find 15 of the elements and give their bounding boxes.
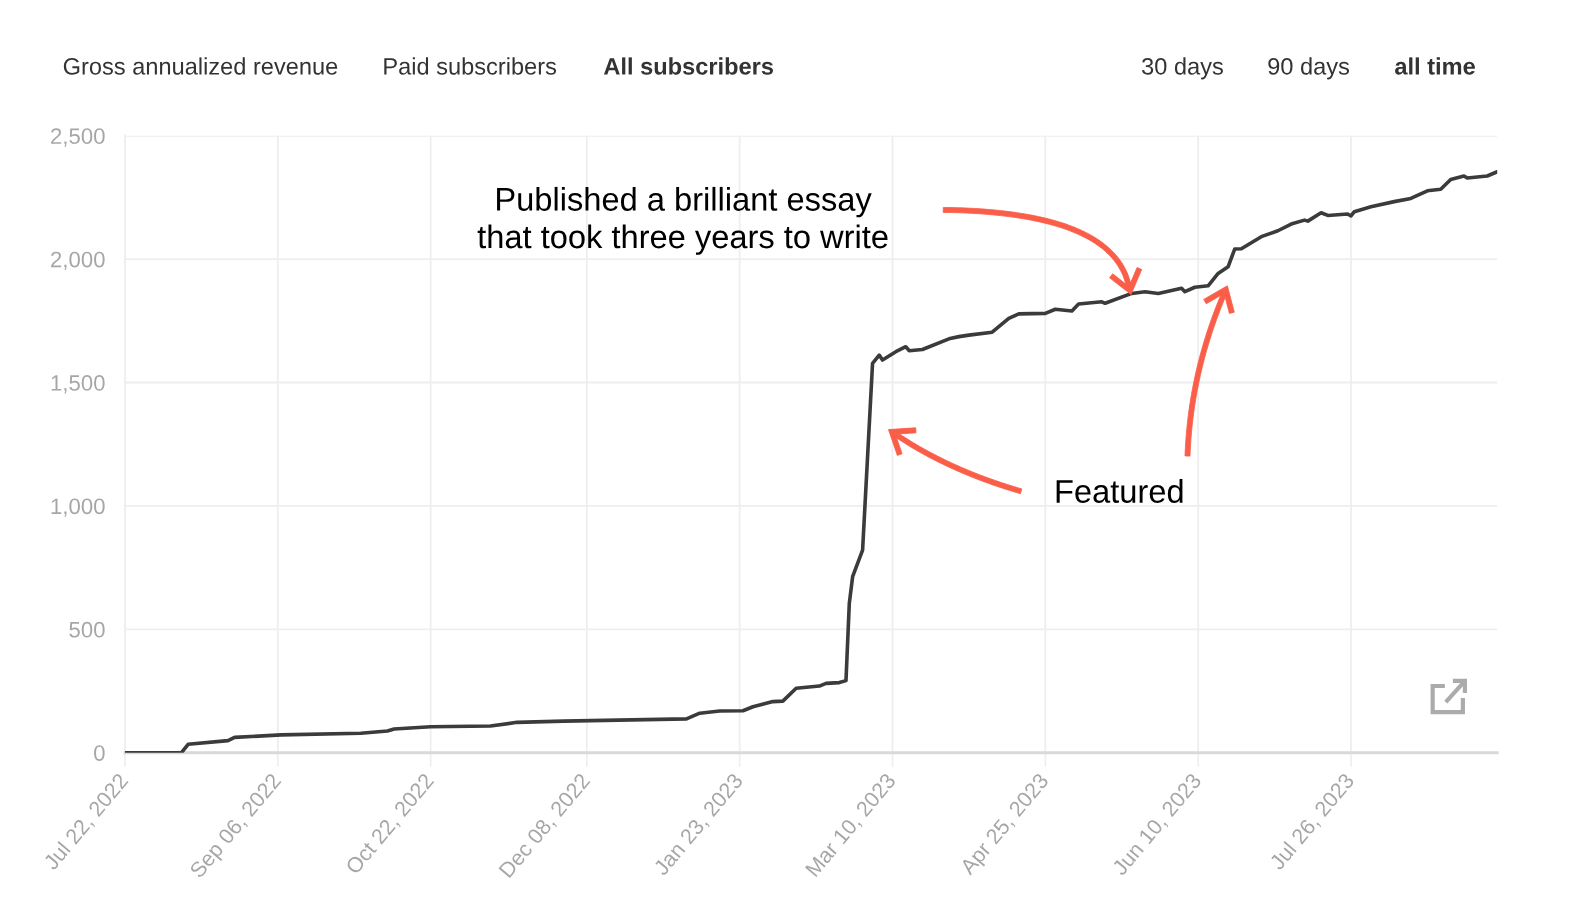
annotation: Featured (1056, 478, 1183, 503)
y-tick-label: 2,500 (51, 128, 105, 147)
y-tick-label: 0 (94, 745, 105, 761)
text: Paid subscribers (384, 57, 557, 75)
annotation: Published a brilliant essay that took three years to write (477, 186, 888, 255)
y-tick-label: 1,000 (51, 498, 105, 517)
text: 90 days (1268, 57, 1350, 80)
text: All subscribers (603, 57, 773, 75)
text: 30 days (1142, 57, 1223, 80)
text: all time (1395, 57, 1475, 75)
y-tick-label: 2,000 (51, 251, 105, 271)
y-tick-label: 500 (69, 621, 105, 638)
line-series (124, 169, 1498, 753)
y-tick-label: 1,500 (51, 375, 105, 394)
text: Gross annualized revenue (63, 57, 338, 75)
